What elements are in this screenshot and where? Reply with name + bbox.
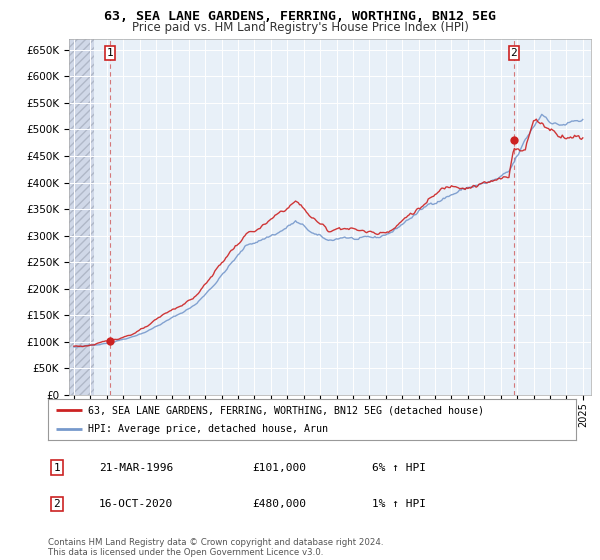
Text: £101,000: £101,000	[252, 463, 306, 473]
Text: Price paid vs. HM Land Registry's House Price Index (HPI): Price paid vs. HM Land Registry's House …	[131, 21, 469, 34]
Text: 16-OCT-2020: 16-OCT-2020	[99, 499, 173, 509]
Text: Contains HM Land Registry data © Crown copyright and database right 2024.
This d: Contains HM Land Registry data © Crown c…	[48, 538, 383, 557]
Text: 63, SEA LANE GARDENS, FERRING, WORTHING, BN12 5EG (detached house): 63, SEA LANE GARDENS, FERRING, WORTHING,…	[88, 405, 484, 415]
Text: 63, SEA LANE GARDENS, FERRING, WORTHING, BN12 5EG: 63, SEA LANE GARDENS, FERRING, WORTHING,…	[104, 10, 496, 23]
Text: HPI: Average price, detached house, Arun: HPI: Average price, detached house, Arun	[88, 424, 328, 433]
Text: 1: 1	[107, 48, 113, 58]
Text: 2: 2	[53, 499, 61, 509]
Text: 1: 1	[53, 463, 61, 473]
Text: 2: 2	[511, 48, 517, 58]
Bar	[69, 39, 94, 395]
Text: 1% ↑ HPI: 1% ↑ HPI	[372, 499, 426, 509]
Text: £480,000: £480,000	[252, 499, 306, 509]
Text: 6% ↑ HPI: 6% ↑ HPI	[372, 463, 426, 473]
Text: 21-MAR-1996: 21-MAR-1996	[99, 463, 173, 473]
